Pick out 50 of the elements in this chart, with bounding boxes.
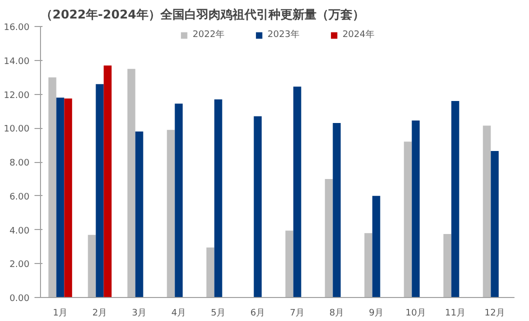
bar	[56, 98, 64, 298]
bar	[412, 120, 420, 298]
bar	[88, 234, 96, 298]
y-tick-label: 2.00	[9, 260, 30, 270]
x-tick-label: 12月	[484, 308, 505, 318]
bar	[174, 104, 183, 298]
bar	[166, 130, 175, 298]
y-tick-label: 10.00	[4, 124, 30, 135]
bar	[254, 116, 262, 298]
x-tick-label: 3月	[132, 308, 147, 318]
bar	[285, 230, 294, 298]
x-tick-label: 11月	[445, 308, 466, 318]
bar	[482, 126, 491, 298]
x-tick-label: 9月	[368, 308, 384, 318]
bar	[490, 150, 499, 298]
y-tick-label: 8.00	[9, 158, 30, 168]
bar	[451, 101, 460, 298]
bar	[48, 77, 56, 298]
bar	[324, 178, 333, 298]
y-tick-label: 0.00	[9, 294, 30, 304]
x-tick-label: 7月	[290, 308, 305, 318]
bar	[104, 65, 112, 298]
y-tick-label: 16.00	[4, 23, 30, 33]
y-tick-label: 14.00	[4, 56, 30, 67]
bar	[206, 248, 214, 298]
legend-label: 2022年	[192, 28, 225, 41]
legend-label: 2023年	[268, 28, 300, 41]
x-tick-label: 1月	[52, 308, 68, 318]
x-tick-label: 6月	[250, 308, 266, 318]
x-tick-label: 4月	[171, 308, 186, 318]
x-tick-label: 10月	[406, 308, 426, 318]
bar	[443, 234, 452, 298]
bar	[293, 86, 302, 298]
x-tick-label: 8月	[329, 308, 344, 318]
y-tick-label: 6.00	[9, 192, 30, 202]
y-tick-label: 4.00	[9, 226, 30, 236]
bar	[135, 132, 144, 298]
bar	[96, 84, 104, 298]
y-tick-label: 12.00	[4, 90, 30, 101]
bar	[372, 196, 380, 298]
chart-title: （2022年-2024年）全国白羽肉鸡祖代引种更新量（万套）	[40, 8, 364, 22]
legend-label: 2024年	[342, 28, 374, 41]
x-tick-label: 5月	[210, 308, 226, 318]
bar	[404, 142, 412, 298]
bar	[127, 68, 136, 298]
bar	[332, 123, 341, 298]
bar	[64, 98, 72, 298]
bar	[214, 99, 222, 298]
x-tick-label: 2月	[92, 308, 108, 318]
bar	[364, 233, 372, 298]
